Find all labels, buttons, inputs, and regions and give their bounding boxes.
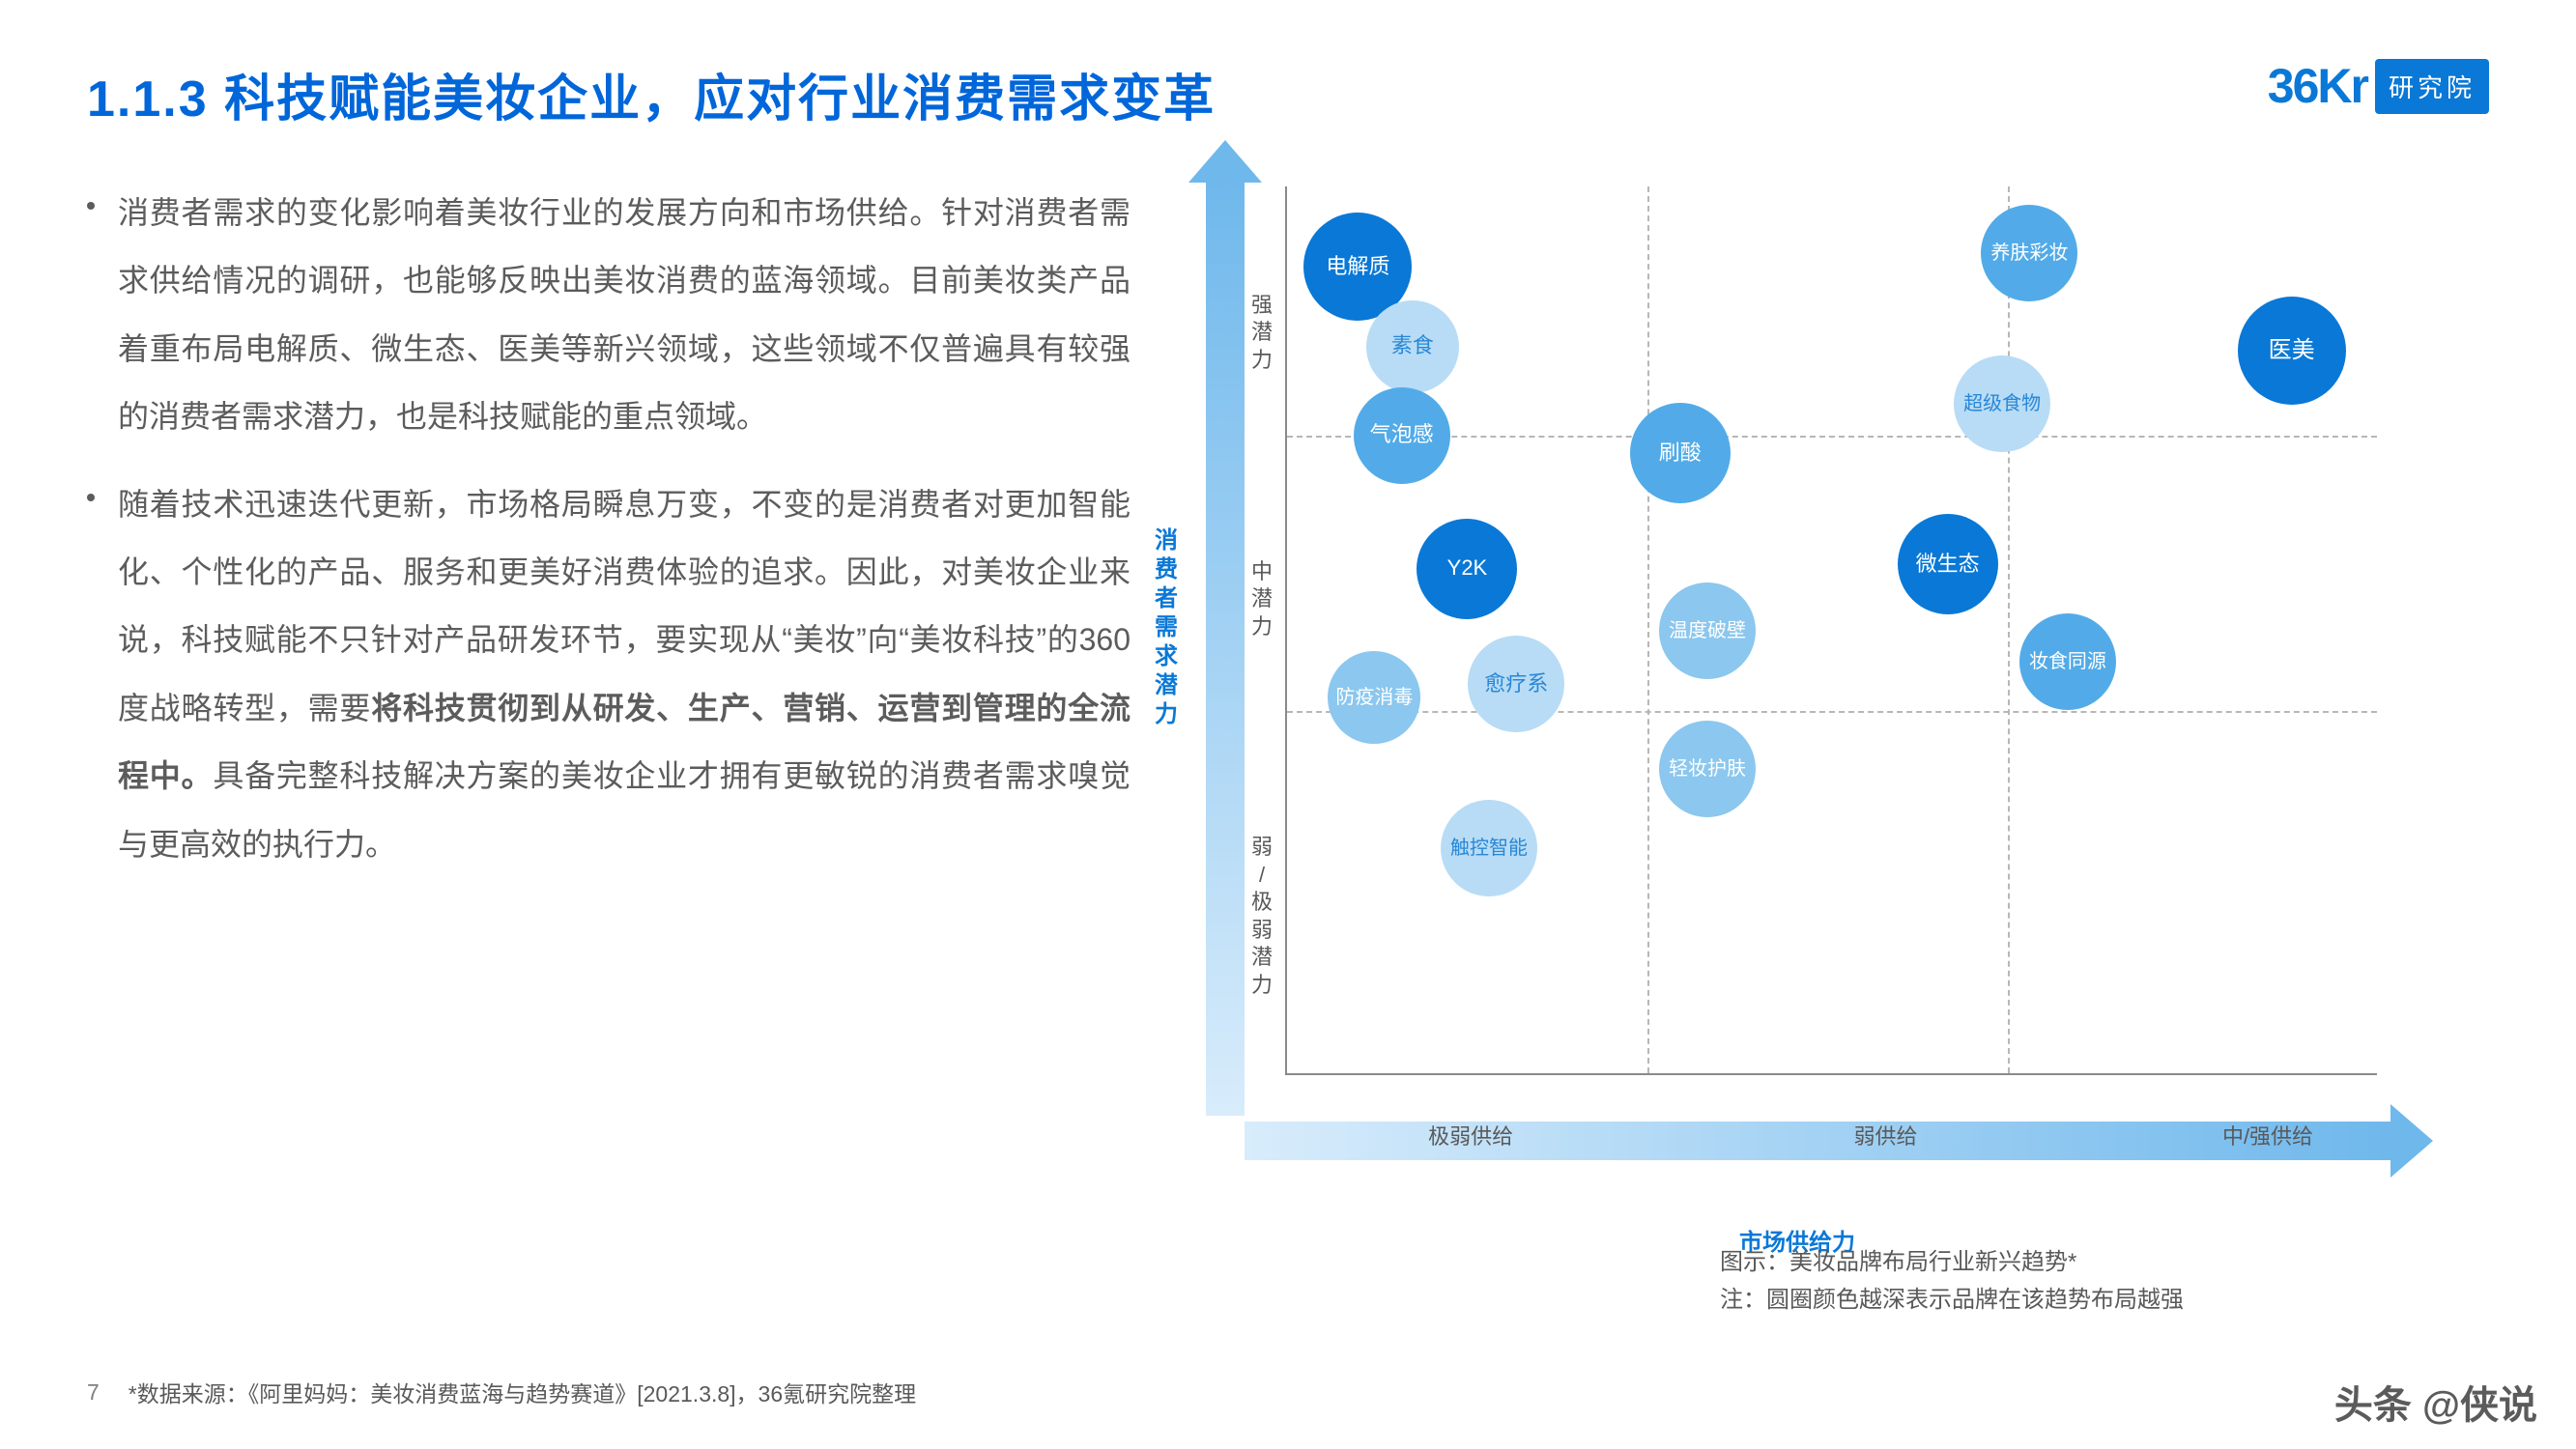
bubble: 轻妆护肤 [1659, 721, 1756, 817]
x-tick-label: 弱供给 [1853, 1120, 1917, 1151]
bubble: 素食 [1366, 300, 1459, 393]
bubble-chart: 消费者需求潜力 电解质素食气泡感刷酸养肤彩妆超级食物医美Y2K温度破壁微生态妆食… [1159, 179, 2425, 1203]
bullet-dot [87, 494, 95, 501]
grid-line-vertical [1647, 186, 1649, 1073]
logo-text: 36Kr [2268, 58, 2367, 114]
bullet-dot [87, 202, 95, 210]
bullet-item: 消费者需求的变化影响着美妆行业的发展方向和市场供给。针对消费者需求供给情况的调研… [87, 179, 1131, 451]
caption-line: 图示：美妆品牌布局行业新兴趋势* [1720, 1244, 2184, 1281]
bubble: 愈疗系 [1468, 636, 1564, 732]
page-number: 7 [87, 1379, 100, 1406]
bubble: 医美 [2238, 297, 2346, 405]
caption-line: 注：圆圈颜色越深表示品牌在该趋势布局越强 [1720, 1282, 2184, 1319]
bubble: 超级食物 [1954, 355, 2050, 452]
grid-line-vertical [2008, 186, 2010, 1073]
logo: 36Kr 研究院 [2268, 58, 2489, 114]
bubble: 触控智能 [1441, 800, 1537, 896]
y-tick-label: 强潜力 [1248, 292, 1275, 375]
bubble: Y2K [1417, 519, 1517, 619]
y-tick-label: 弱/极弱潜力 [1248, 834, 1275, 1000]
chart-column: 消费者需求潜力 电解质素食气泡感刷酸养肤彩妆超级食物医美Y2K温度破壁微生态妆食… [1159, 179, 2489, 1203]
watermark: 头条 @侠说 [2334, 1374, 2537, 1430]
logo-box: 研究院 [2375, 59, 2489, 114]
bubble: 微生态 [1898, 514, 1998, 614]
bullet-text: 随着技术迅速迭代更新，市场格局瞬息万变，不变的是消费者对更加智能化、个性化的产品… [118, 470, 1131, 878]
bubble: 刷酸 [1630, 403, 1731, 503]
bubble: 气泡感 [1354, 387, 1450, 484]
bubble: 养肤彩妆 [1981, 205, 2077, 301]
x-tick-label: 中/强供给 [2222, 1120, 2313, 1151]
plot-area: 电解质素食气泡感刷酸养肤彩妆超级食物医美Y2K温度破壁微生态妆食同源防疫消毒愈疗… [1285, 186, 2377, 1075]
bullet-text: 消费者需求的变化影响着美妆行业的发展方向和市场供给。针对消费者需求供给情况的调研… [118, 179, 1131, 451]
bubble: 妆食同源 [2019, 613, 2116, 710]
y-axis-label: 消费者需求潜力 [1154, 526, 1179, 729]
bullet-item: 随着技术迅速迭代更新，市场格局瞬息万变，不变的是消费者对更加智能化、个性化的产品… [87, 470, 1131, 878]
grid-line-horizontal [1287, 436, 2377, 438]
page-title: 1.1.3 科技赋能美妆企业，应对行业消费需求变革 [87, 58, 1216, 130]
footnote-text: *数据来源：《阿里妈妈：美妆消费蓝海与趋势赛道》[2021.3.8]，36氪研究… [129, 1376, 916, 1408]
grid-line-horizontal [1287, 711, 2377, 713]
y-axis-arrow [1206, 179, 1245, 1116]
y-tick-label: 中潜力 [1248, 558, 1275, 641]
x-tick-label: 极弱供给 [1428, 1120, 1513, 1151]
bubble: 温度破壁 [1659, 582, 1756, 679]
footnote: 7 *数据来源：《阿里妈妈：美妆消费蓝海与趋势赛道》[2021.3.8]，36氪… [87, 1376, 916, 1408]
text-column: 消费者需求的变化影响着美妆行业的发展方向和市场供给。针对消费者需求供给情况的调研… [87, 179, 1131, 1203]
chart-caption: 图示：美妆品牌布局行业新兴趋势* 注：圆圈颜色越深表示品牌在该趋势布局越强 [1720, 1244, 2184, 1319]
bubble: 防疫消毒 [1328, 651, 1420, 744]
